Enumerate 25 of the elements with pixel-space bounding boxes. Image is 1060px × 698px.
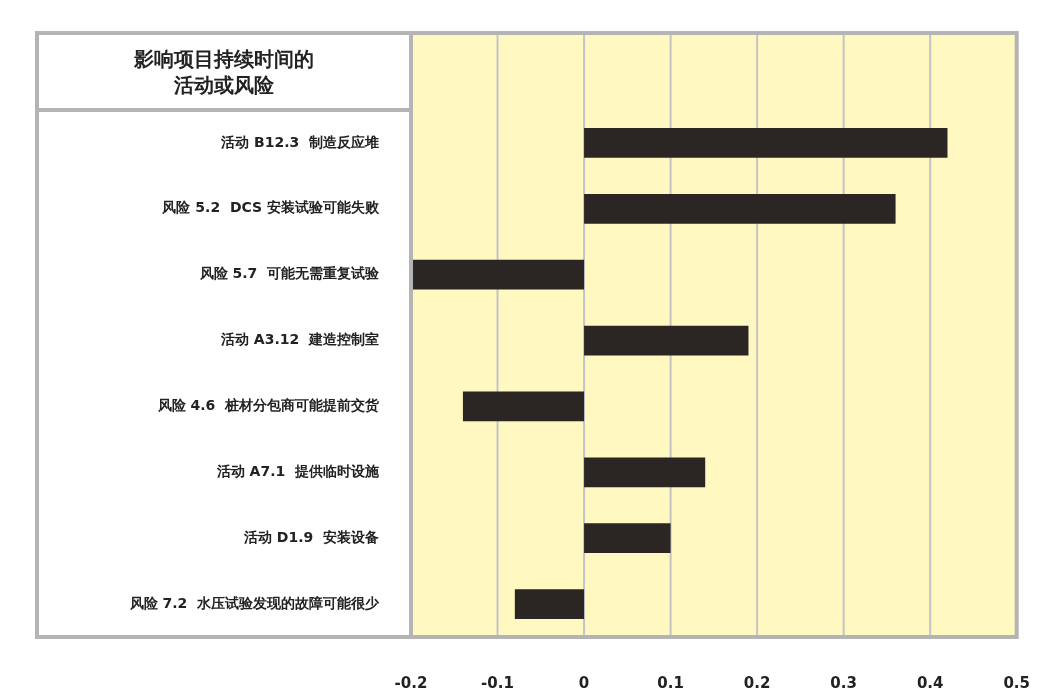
y-tick-label: 风险 5.7 可能无需重复试验 (198, 265, 380, 282)
bar (584, 193, 896, 224)
y-tick-label: 活动 B12.3 制造反应堆 (220, 133, 379, 150)
bar (514, 589, 585, 619)
text: 影响项目持续时间的活动或风险 (133, 45, 315, 98)
x-tick-label: 0 (578, 673, 590, 692)
y-tick-label: 风险 4.6 桩材分包商可能提前交货 (156, 397, 380, 414)
y-tick-label: 活动 A7.1 提供临时设施 (215, 462, 380, 479)
bar (584, 457, 706, 488)
x-tick-label: 0.1 (657, 673, 684, 692)
bar (411, 259, 585, 290)
bar (462, 391, 585, 422)
x-tick-label: -0.2 (394, 673, 428, 692)
x-tick-label: 0.5 (1003, 673, 1030, 692)
bar (584, 325, 749, 356)
y-tick-label: 活动 D1.9 安装设备 (242, 528, 379, 545)
y-tick-label: 风险 7.2 水压试验发现的故障可能很少 (128, 594, 380, 611)
bar (584, 523, 671, 554)
x-tick-label: -0.1 (481, 673, 514, 692)
x-tick-label: 0.2 (743, 673, 771, 692)
y-tick-label: 风险 5.2 DCS 安装试验可能失败 (161, 199, 380, 216)
bar (584, 128, 948, 158)
x-tick-label: 0.4 (916, 673, 944, 692)
y-tick-label: 活动 A3.12 建造控制室 (220, 331, 379, 348)
x-tick-label: 0.3 (830, 673, 857, 692)
